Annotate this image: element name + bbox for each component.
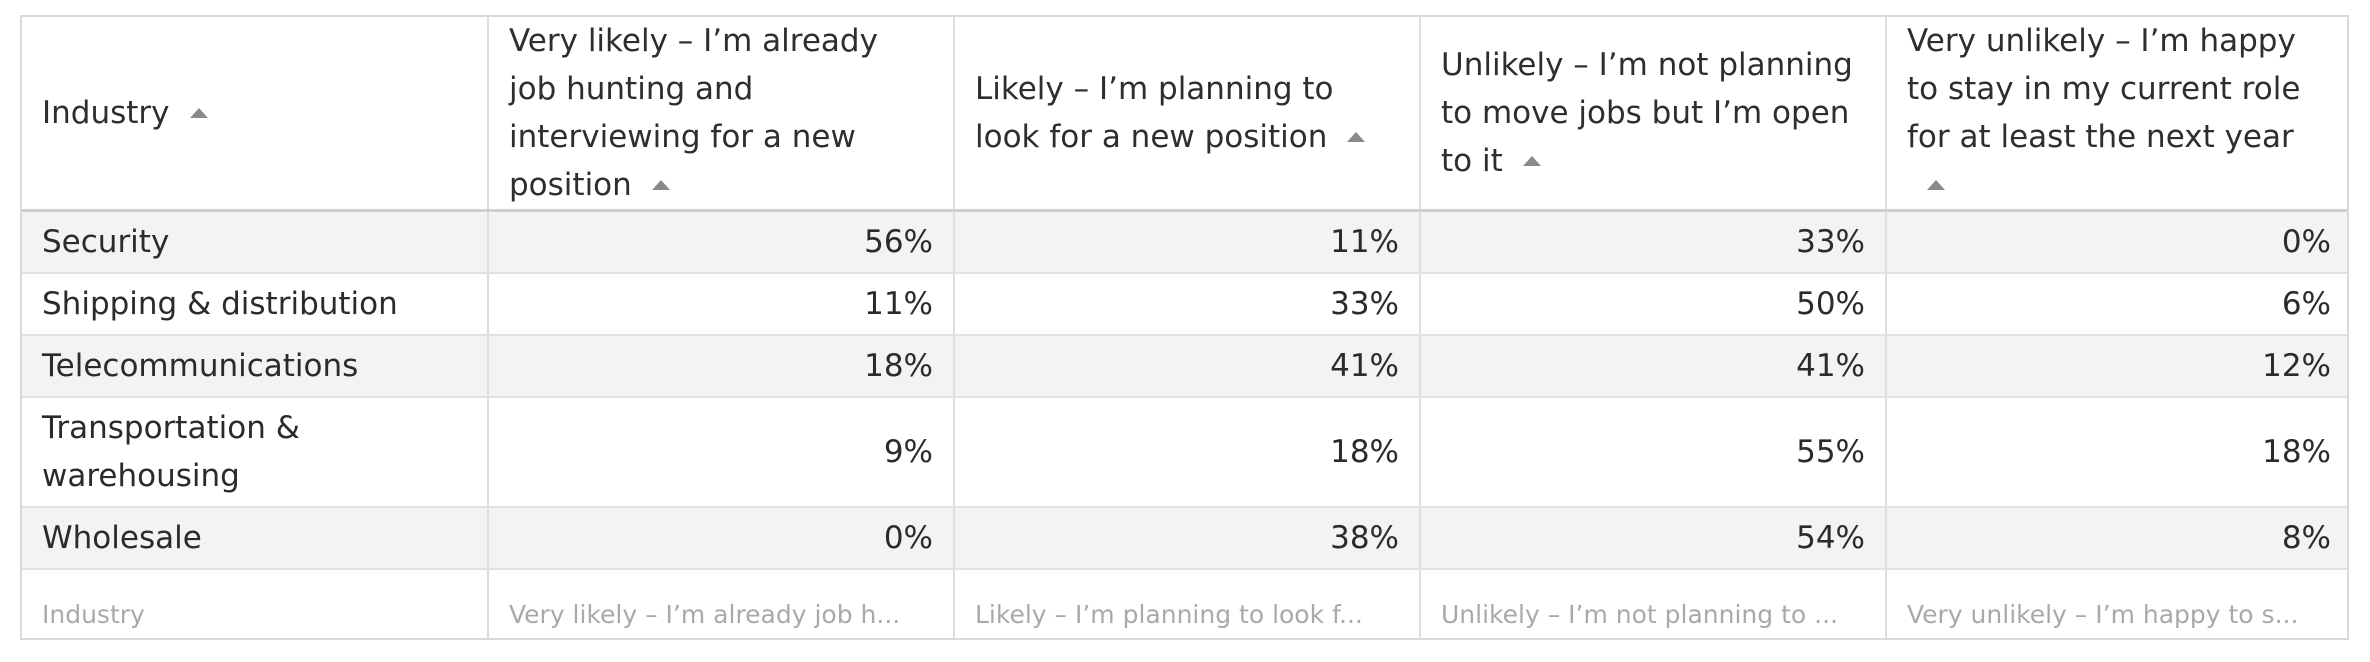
filter-row: [22, 568, 2347, 638]
filter-cell: [1886, 568, 2347, 638]
cell-very-likely: 18%: [488, 334, 955, 398]
cell-industry: Wholesale: [22, 506, 489, 570]
cell-very-unlikely: 12%: [1886, 334, 2347, 398]
column-header-likely[interactable]: Likely – I’m planning to look for a new …: [954, 17, 1421, 212]
sort-ascending-icon[interactable]: [1927, 180, 1945, 190]
column-header-label[interactable]: Industry: [42, 95, 170, 131]
data-table: Industry Very likely – I’m already job h…: [22, 17, 2347, 638]
filter-cell: [954, 568, 1421, 638]
cell-very-likely: 0%: [488, 506, 955, 570]
cell-very-likely: 9%: [488, 396, 955, 508]
column-header-label[interactable]: Very unlikely – I’m happy to stay in my …: [1907, 23, 2301, 155]
cell-very-likely: 56%: [488, 210, 955, 274]
cell-likely: 11%: [954, 210, 1421, 274]
cell-likely: 33%: [954, 272, 1421, 336]
cell-unlikely: 54%: [1420, 506, 1887, 570]
column-header-industry[interactable]: Industry: [22, 17, 489, 212]
table-body: Security 56% 11% 33% 0% Shipping & distr…: [22, 210, 2347, 570]
cell-industry: Security: [22, 210, 489, 274]
data-table-container: Industry Very likely – I’m already job h…: [20, 15, 2349, 640]
sort-ascending-icon[interactable]: [651, 180, 670, 190]
cell-industry: Shipping & distribution: [22, 272, 489, 336]
cell-very-unlikely: 0%: [1886, 210, 2347, 274]
sort-ascending-icon[interactable]: [1347, 132, 1366, 142]
cell-likely: 41%: [954, 334, 1421, 398]
column-header-label[interactable]: Very likely – I’m already job hunting an…: [509, 23, 878, 203]
cell-very-unlikely: 8%: [1886, 506, 2347, 570]
column-header-label[interactable]: Unlikely – I’m not planning to move jobs…: [1441, 47, 1853, 179]
filter-input-likely[interactable]: [975, 599, 1395, 638]
header-row: Industry Very likely – I’m already job h…: [22, 17, 2347, 212]
cell-unlikely: 41%: [1420, 334, 1887, 398]
table-header: Industry Very likely – I’m already job h…: [22, 17, 2347, 212]
cell-likely: 38%: [954, 506, 1421, 570]
table-row: Shipping & distribution 11% 33% 50% 6%: [22, 272, 2347, 336]
table-row: Transportation & warehousing 9% 18% 55% …: [22, 396, 2347, 508]
cell-likely: 18%: [954, 396, 1421, 508]
cell-very-likely: 11%: [488, 272, 955, 336]
filter-input-very-likely[interactable]: [509, 599, 929, 638]
cell-unlikely: 55%: [1420, 396, 1887, 508]
table-row: Wholesale 0% 38% 54% 8%: [22, 506, 2347, 570]
sort-ascending-icon[interactable]: [1522, 156, 1541, 166]
filter-input-very-unlikely[interactable]: [1907, 599, 2327, 638]
filter-input-unlikely[interactable]: [1441, 599, 1861, 638]
column-header-unlikely[interactable]: Unlikely – I’m not planning to move jobs…: [1420, 17, 1887, 212]
table-row: Telecommunications 18% 41% 41% 12%: [22, 334, 2347, 398]
cell-very-unlikely: 6%: [1886, 272, 2347, 336]
cell-unlikely: 33%: [1420, 210, 1887, 274]
sort-ascending-icon[interactable]: [189, 108, 208, 118]
cell-industry: Transportation & warehousing: [22, 396, 489, 508]
filter-cell: [22, 568, 489, 638]
column-header-very-likely[interactable]: Very likely – I’m already job hunting an…: [488, 17, 955, 212]
cell-very-unlikely: 18%: [1886, 396, 2347, 508]
filter-cell: [488, 568, 955, 638]
filter-input-industry[interactable]: [42, 599, 462, 638]
filter-cell: [1420, 568, 1887, 638]
column-header-label[interactable]: Likely – I’m planning to look for a new …: [975, 71, 1334, 155]
cell-unlikely: 50%: [1420, 272, 1887, 336]
column-header-very-unlikely[interactable]: Very unlikely – I’m happy to stay in my …: [1886, 17, 2347, 212]
table-row: Security 56% 11% 33% 0%: [22, 210, 2347, 274]
filter-row-container: [22, 568, 2347, 638]
cell-industry: Telecommunications: [22, 334, 489, 398]
